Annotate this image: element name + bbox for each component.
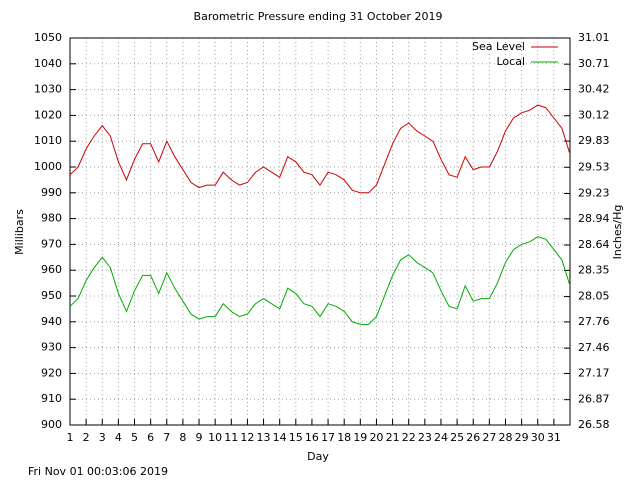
y-tick-label: 1020 [34, 108, 62, 121]
y2-tick-label: 28.35 [578, 263, 610, 276]
x-tick-label: 24 [434, 431, 448, 444]
y2-tick-label: 28.05 [578, 290, 610, 303]
y2-axis-label: Inches/Hg [611, 205, 624, 260]
x-tick-label: 15 [289, 431, 303, 444]
x-tick-label: 9 [196, 431, 203, 444]
y-tick-label: 1030 [34, 83, 62, 96]
y2-tick-label: 29.23 [578, 186, 610, 199]
x-tick-label: 10 [208, 431, 222, 444]
x-tick-label: 28 [498, 431, 512, 444]
y-tick-label: 1010 [34, 134, 62, 147]
y2-tick-label: 27.46 [578, 341, 610, 354]
y2-tick-label: 28.64 [578, 238, 610, 251]
y2-tick-label: 31.01 [578, 31, 610, 44]
x-axis-label: Day [307, 450, 329, 463]
legend-label: Local [496, 55, 525, 68]
x-tick-label: 5 [131, 431, 138, 444]
series-line [69, 104, 571, 194]
plot-frame [69, 37, 571, 426]
x-tick-label: 4 [115, 431, 122, 444]
y2-tick-label: 26.87 [578, 393, 610, 406]
y2-tick-label: 30.71 [578, 57, 610, 70]
legend-label: Sea Level [472, 40, 525, 53]
footer-timestamp: Fri Nov 01 00:03:06 2019 [28, 465, 168, 478]
y-tick-label: 910 [41, 392, 62, 405]
y-tick-label: 930 [41, 341, 62, 354]
y-axis-label: Millibars [13, 209, 26, 255]
x-tick-label: 26 [466, 431, 480, 444]
y2-tick-label: 30.42 [578, 83, 610, 96]
y-tick-label: 990 [41, 186, 62, 199]
y-tick-label: 960 [41, 263, 62, 276]
y-tick-label: 950 [41, 289, 62, 302]
x-tick-label: 29 [515, 431, 529, 444]
x-tick-label: 18 [337, 431, 351, 444]
x-tick-label: 11 [224, 431, 238, 444]
x-tick-label: 31 [547, 431, 561, 444]
x-tick-label: 7 [163, 431, 170, 444]
x-tick-label: 2 [83, 431, 90, 444]
x-tick-label: 17 [321, 431, 335, 444]
y2-tick-label: 29.53 [578, 160, 610, 173]
y2-tick-label: 30.12 [578, 109, 610, 122]
y-tick-label: 1040 [34, 57, 62, 70]
x-tick-label: 6 [147, 431, 154, 444]
y2-tick-label: 29.83 [578, 134, 610, 147]
x-tick-label: 8 [179, 431, 186, 444]
x-tick-label: 13 [257, 431, 271, 444]
x-tick-label: 16 [305, 431, 319, 444]
x-tick-label: 25 [450, 431, 464, 444]
x-tick-label: 14 [273, 431, 287, 444]
x-tick-label: 19 [353, 431, 367, 444]
y2-tick-label: 27.17 [578, 366, 610, 379]
y-tick-label: 920 [41, 366, 62, 379]
x-tick-label: 22 [402, 431, 416, 444]
x-tick-label: 23 [418, 431, 432, 444]
y-tick-label: 980 [41, 212, 62, 225]
chart-title: Barometric Pressure ending 31 October 20… [194, 10, 443, 23]
x-tick-label: 12 [240, 431, 254, 444]
y-tick-label: 940 [41, 315, 62, 328]
y2-tick-label: 27.76 [578, 315, 610, 328]
y2-tick-label: 26.58 [578, 418, 610, 431]
x-tick-label: 3 [99, 431, 106, 444]
y-tick-label: 1050 [34, 31, 62, 44]
x-tick-label: 27 [482, 431, 496, 444]
y-tick-label: 900 [41, 418, 62, 431]
x-tick-label: 20 [369, 431, 383, 444]
y2-tick-label: 28.94 [578, 212, 610, 225]
x-tick-label: 30 [531, 431, 545, 444]
x-tick-label: 21 [386, 431, 400, 444]
y-tick-label: 970 [41, 237, 62, 250]
y-tick-label: 1000 [34, 160, 62, 173]
series-line [69, 236, 571, 325]
x-tick-label: 1 [67, 431, 74, 444]
